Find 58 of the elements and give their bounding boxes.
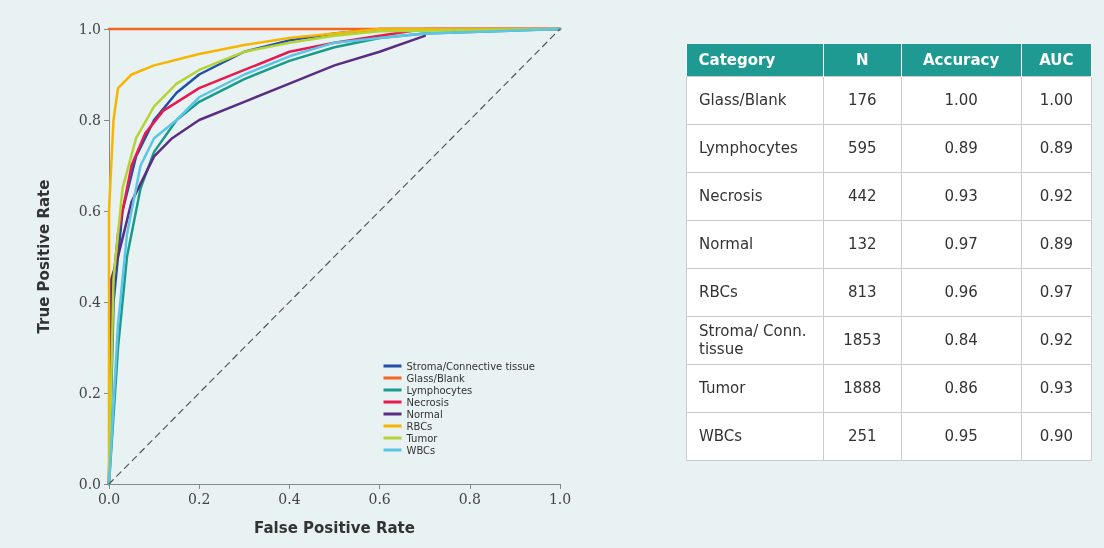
- data-label: 0.97: [901, 220, 1022, 268]
- category-label: Tumor: [686, 364, 824, 412]
- y-tick-label: 0.8: [78, 112, 101, 128]
- series-label: N: [823, 44, 902, 76]
- data-label: 0.90: [1021, 412, 1092, 460]
- y-axis-title: True Positive Rate: [34, 179, 53, 334]
- x-axis-title: False Positive Rate: [254, 518, 415, 537]
- x-tick-label: 1.0: [548, 491, 572, 507]
- category-label: Lymphocytes: [686, 124, 824, 172]
- data-label: 0.89: [1021, 124, 1092, 172]
- data-label: 251: [823, 412, 902, 460]
- legend-label: Glass/Blank: [406, 372, 466, 384]
- legend-label: Stroma/Connective tissue: [406, 360, 536, 372]
- data-label: 1888: [823, 364, 902, 412]
- data-label: 0.95: [901, 412, 1022, 460]
- data-label: 0.96: [901, 268, 1022, 316]
- data-label: 0.92: [1021, 316, 1092, 364]
- data-label: 176: [823, 76, 902, 124]
- category-label: RBCs: [686, 268, 824, 316]
- x-tick-label: 0.2: [188, 491, 211, 507]
- data-label: 1853: [823, 316, 902, 364]
- legend-label: Normal: [406, 408, 443, 420]
- y-tick-label: 0.4: [78, 294, 102, 310]
- legend-label: RBCs: [406, 420, 433, 432]
- data-label: 0.86: [901, 364, 1022, 412]
- text: Category: [686, 44, 824, 76]
- data-label: 813: [823, 268, 902, 316]
- data-label: 595: [823, 124, 902, 172]
- y-tick-label: 0.6: [78, 203, 102, 219]
- category-label: Stroma/ Conn. tissue: [686, 316, 824, 364]
- category-label: WBCs: [686, 412, 824, 460]
- legend-label: Tumor: [405, 432, 439, 444]
- data-label: 0.92: [1021, 172, 1092, 220]
- y-tick-label: 0.2: [78, 385, 101, 401]
- data-label: 442: [823, 172, 902, 220]
- x-tick-label: 0.0: [97, 491, 121, 507]
- data-label: 0.89: [1021, 220, 1092, 268]
- data-label: 0.97: [1021, 268, 1092, 316]
- legend-label: Accuracy: [901, 44, 1022, 76]
- data-label: 0.93: [901, 172, 1022, 220]
- x-tick-label: 0.4: [278, 491, 301, 507]
- category-label: Necrosis: [686, 172, 824, 220]
- data-label: 1.00: [901, 76, 1022, 124]
- x-tick-label: 0.8: [458, 491, 481, 507]
- category-label: Glass/Blank: [686, 76, 824, 124]
- data-label: 1.00: [1021, 76, 1092, 124]
- category-label: Normal: [686, 220, 824, 268]
- legend-label: Necrosis: [406, 396, 449, 408]
- text: AUC: [1021, 44, 1092, 76]
- x-tick-label: 0.6: [368, 491, 391, 507]
- y-tick-label: 0.0: [78, 476, 101, 492]
- y-tick-label: 1.0: [78, 21, 101, 37]
- legend-label: Lymphocytes: [406, 384, 473, 396]
- legend-label: WBCs: [406, 444, 436, 456]
- data-label: 0.84: [901, 316, 1022, 364]
- data-label: 0.93: [1021, 364, 1092, 412]
- data-label: 0.89: [901, 124, 1022, 172]
- data-label: 132: [823, 220, 902, 268]
